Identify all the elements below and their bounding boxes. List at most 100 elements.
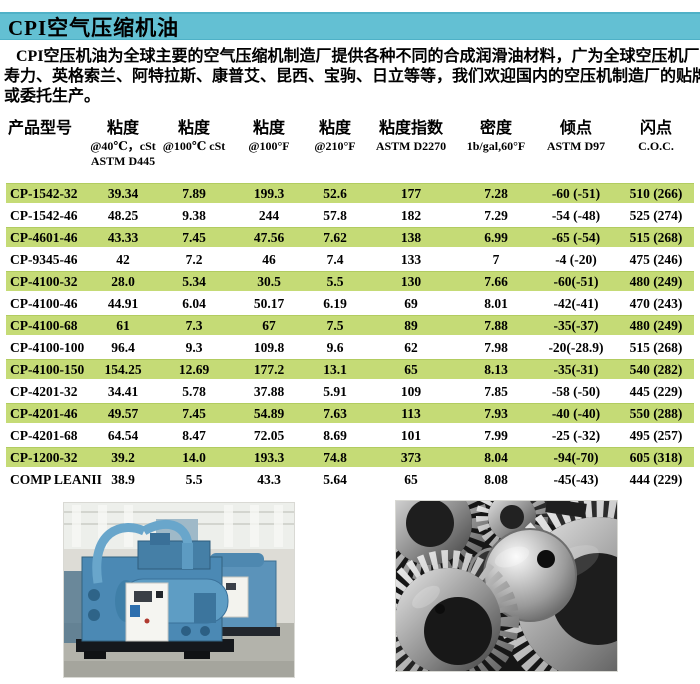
table-cell: -25 (-32) [534,425,618,447]
table-cell: 50.17 [232,293,306,315]
table-cell: 37.88 [232,381,306,403]
table-cell: 69 [364,293,458,315]
table-cell: -60(-51) [534,271,618,293]
gears-illustration [396,501,617,671]
title-bar: CPI空气压缩机油 [0,12,700,40]
table-cell: 199.3 [232,183,306,205]
product-model-cell: CP-4601-46 [6,227,90,249]
column-header: 密度 1b/gal,60°F [458,119,534,183]
column-header-line: 粘度 [177,120,210,137]
product-model-cell: CP-4201-32 [6,381,90,403]
product-model-cell: COMP LEANII [6,469,102,491]
column-header-line: 产品型号 [8,120,73,137]
table-cell: 515 (268) [618,227,694,249]
product-model-cell: CP-4100-150 [6,359,90,381]
table-cell: 12.69 [156,359,232,381]
table-cell: 101 [364,425,458,447]
table-cell: 5.64 [306,469,364,491]
table-row: CP-4100-46 44.91 6.04 50.17 6.19 69 8.01 -42(-4… [6,293,694,315]
table-cell: -60 (-51) [534,183,618,205]
table-cell: 49.57 [90,403,156,425]
table-cell: -54 (-48) [534,205,618,227]
table-cell: 480 (249) [618,271,694,293]
product-model-cell: CP-4100-46 [6,293,90,315]
table-cell: 72.05 [232,425,306,447]
table-cell: 8.08 [458,469,534,491]
table-cell: 43.33 [90,227,156,249]
table-cell: 57.8 [306,205,364,227]
table-cell: 133 [364,249,458,271]
table-cell: 8.01 [458,293,534,315]
table-cell: 109 [364,381,458,403]
steel-gears-photo [395,500,618,672]
table-cell: 89 [364,315,458,337]
table-cell: 138 [364,227,458,249]
table-cell: 39.2 [90,447,156,469]
table-cell: 550 (288) [618,403,694,425]
table-cell: 28.0 [90,271,156,293]
table-cell: 480 (249) [618,315,694,337]
table-cell: 7.66 [458,271,534,293]
intro-line: CPI空压机油为全球主要的空气压缩机制造厂提供各种不同的合成润滑油材料，广为全球… [16,48,700,65]
table-cell: 6.19 [306,293,364,315]
table-row: COMP LEANII 38.9 5.5 43.3 5.64 65 8.08 -45(-43)… [6,469,694,491]
table-cell: 5.78 [156,381,232,403]
column-header-line: 粘度指数 [378,120,443,137]
column-header-line: C.O.C. [638,139,674,153]
table-cell: 444 (229) [618,469,694,491]
table-cell: 7.4 [306,249,364,271]
intro-line: 或委托生产。 [4,88,101,105]
table-cell: 7.93 [458,403,534,425]
table-row: CP-4201-68 64.54 8.47 72.05 8.69 101 7.99 -25 (… [6,425,694,447]
table-cell: 525 (274) [618,205,694,227]
table-cell: 7.63 [306,403,364,425]
spec-table: 产品型号 粘度 @40℃，cSt ASTM D445 粘度 @100℃ cSt 粘度 @100… [6,119,694,491]
table-cell: 5.5 [156,469,232,491]
column-header-line: 密度 [479,120,512,137]
table-row: CP-9345-46 42 7.2 46 7.4 133 7 -4 (-20) 475 (246… [6,249,694,271]
table-cell: 96.4 [90,337,156,359]
table-cell: 34.41 [90,381,156,403]
product-model-cell: CP-4201-46 [6,403,90,425]
table-cell: 14.0 [156,447,232,469]
table-cell: 510 (266) [618,183,694,205]
product-model-cell: CP-4100-100 [6,337,90,359]
table-cell: 9.38 [156,205,232,227]
table-row: CP-4100-68 61 7.3 67 7.5 89 7.88 -35(-37) 480 (2… [6,315,694,337]
table-cell: 540 (282) [618,359,694,381]
table-cell: 5.5 [306,271,364,293]
table-cell: -65 (-54) [534,227,618,249]
table-cell: -4 (-20) [534,249,618,271]
table-cell: 67 [232,315,306,337]
table-cell: 38.9 [90,469,156,491]
table-cell: 7.85 [458,381,534,403]
table-cell: 7.45 [156,403,232,425]
column-header-line: 粘度 [318,120,351,137]
table-cell: 65 [364,359,458,381]
column-header: 粘度 @40℃，cSt ASTM D445 [90,119,156,183]
column-header-line: @210°F [314,139,356,153]
table-cell: 74.8 [306,447,364,469]
table-cell: 7.98 [458,337,534,359]
table-cell: 48.25 [90,205,156,227]
table-cell: 52.6 [306,183,364,205]
column-header-line: @100°F [248,139,290,153]
table-cell: 177 [364,183,458,205]
table-cell: -40 (-40) [534,403,618,425]
table-cell: 113 [364,403,458,425]
table-cell: 475 (246) [618,249,694,271]
table-row: CP-4100-32 28.0 5.34 30.5 5.5 130 7.66 -60(-51)… [6,271,694,293]
table-cell: 62 [364,337,458,359]
table-cell: 7.5 [306,315,364,337]
table-cell: 154.25 [90,359,156,381]
table-cell: 65 [364,469,458,491]
table-cell: 47.56 [232,227,306,249]
column-header-line: @40℃，cSt [90,139,156,153]
column-header: 闪点 C.O.C. [618,119,694,183]
column-header: 粘度 @100°F [232,119,306,183]
table-cell: 7.2 [156,249,232,271]
table-cell: 46 [232,249,306,271]
table-cell: 193.3 [232,447,306,469]
table-cell: -58 (-50) [534,381,618,403]
